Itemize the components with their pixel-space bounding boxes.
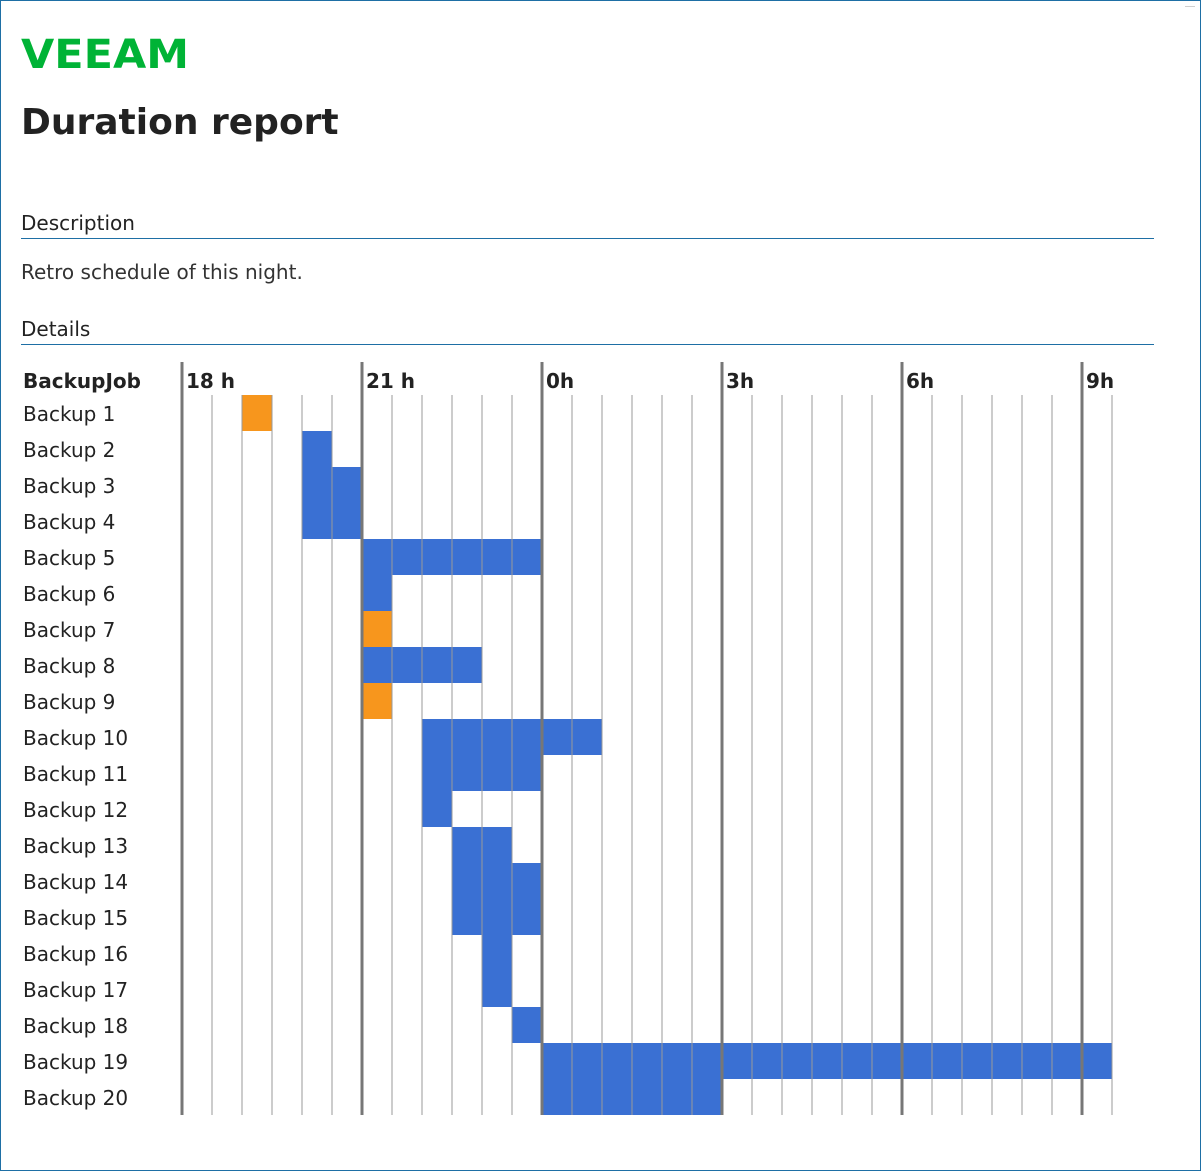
- job-label-11: Backup 11: [23, 762, 128, 786]
- tick-label-9: 9h: [1086, 369, 1114, 393]
- job-label-14: Backup 14: [23, 870, 128, 894]
- job-bar-17: [482, 971, 512, 1007]
- job-label-4: Backup 4: [23, 510, 115, 534]
- job-label-2: Backup 2: [23, 438, 115, 462]
- job-label-5: Backup 5: [23, 546, 115, 570]
- tick-label-6: 6h: [906, 369, 934, 393]
- job-label-18: Backup 18: [23, 1014, 128, 1038]
- job-label-16: Backup 16: [23, 942, 128, 966]
- job-label-7: Backup 7: [23, 618, 115, 642]
- job-label-20: Backup 20: [23, 1086, 128, 1110]
- job-label-1: Backup 1: [23, 402, 115, 426]
- tick-label-3: 3h: [726, 369, 754, 393]
- job-label-9: Backup 9: [23, 690, 115, 714]
- job-bar-1: [242, 395, 272, 431]
- hour-tick-labels: 18 h 21 h 0h 3h 6h 9h: [186, 369, 1114, 393]
- tick-label-21: 21 h: [366, 369, 415, 393]
- job-bar-9: [362, 683, 392, 719]
- job-bar-6: [362, 575, 392, 611]
- job-bar-12: [422, 791, 452, 827]
- column-header-backupjob: BackupJob: [23, 369, 141, 393]
- job-bar-15: [452, 899, 542, 935]
- job-label-17: Backup 17: [23, 978, 128, 1002]
- job-bar-14: [452, 863, 542, 899]
- job-label-8: Backup 8: [23, 654, 115, 678]
- veeam-logo: VEEAM: [21, 36, 189, 76]
- job-label-10: Backup 10: [23, 726, 128, 750]
- job-label-3: Backup 3: [23, 474, 115, 498]
- description-text: Retro schedule of this night.: [21, 260, 303, 284]
- job-bar-16: [482, 935, 512, 971]
- job-label-15: Backup 15: [23, 906, 128, 930]
- job-label-19: Backup 19: [23, 1050, 128, 1074]
- job-label-12: Backup 12: [23, 798, 128, 822]
- time-gridlines: [180, 362, 1113, 1115]
- job-bar-7: [362, 611, 392, 647]
- frame-corner-mark: [1185, 6, 1195, 7]
- details-heading: Details: [21, 316, 1154, 345]
- veeam-logo-text: VEEAM: [21, 36, 189, 76]
- job-bar-18: [512, 1007, 542, 1043]
- job-bar-2: [302, 431, 332, 467]
- job-bar-19: [542, 1043, 1112, 1079]
- job-label-6: Backup 6: [23, 582, 115, 606]
- description-heading: Description: [21, 210, 1154, 239]
- job-labels: BackupJob Backup 1 Backup 2 Backup 3 Backup …: [23, 369, 141, 1110]
- job-label-13: Backup 13: [23, 834, 128, 858]
- page-title: Duration report: [21, 102, 339, 143]
- tick-label-0: 0h: [546, 369, 574, 393]
- job-bars: [242, 395, 1112, 1115]
- tick-label-18: 18 h: [186, 369, 235, 393]
